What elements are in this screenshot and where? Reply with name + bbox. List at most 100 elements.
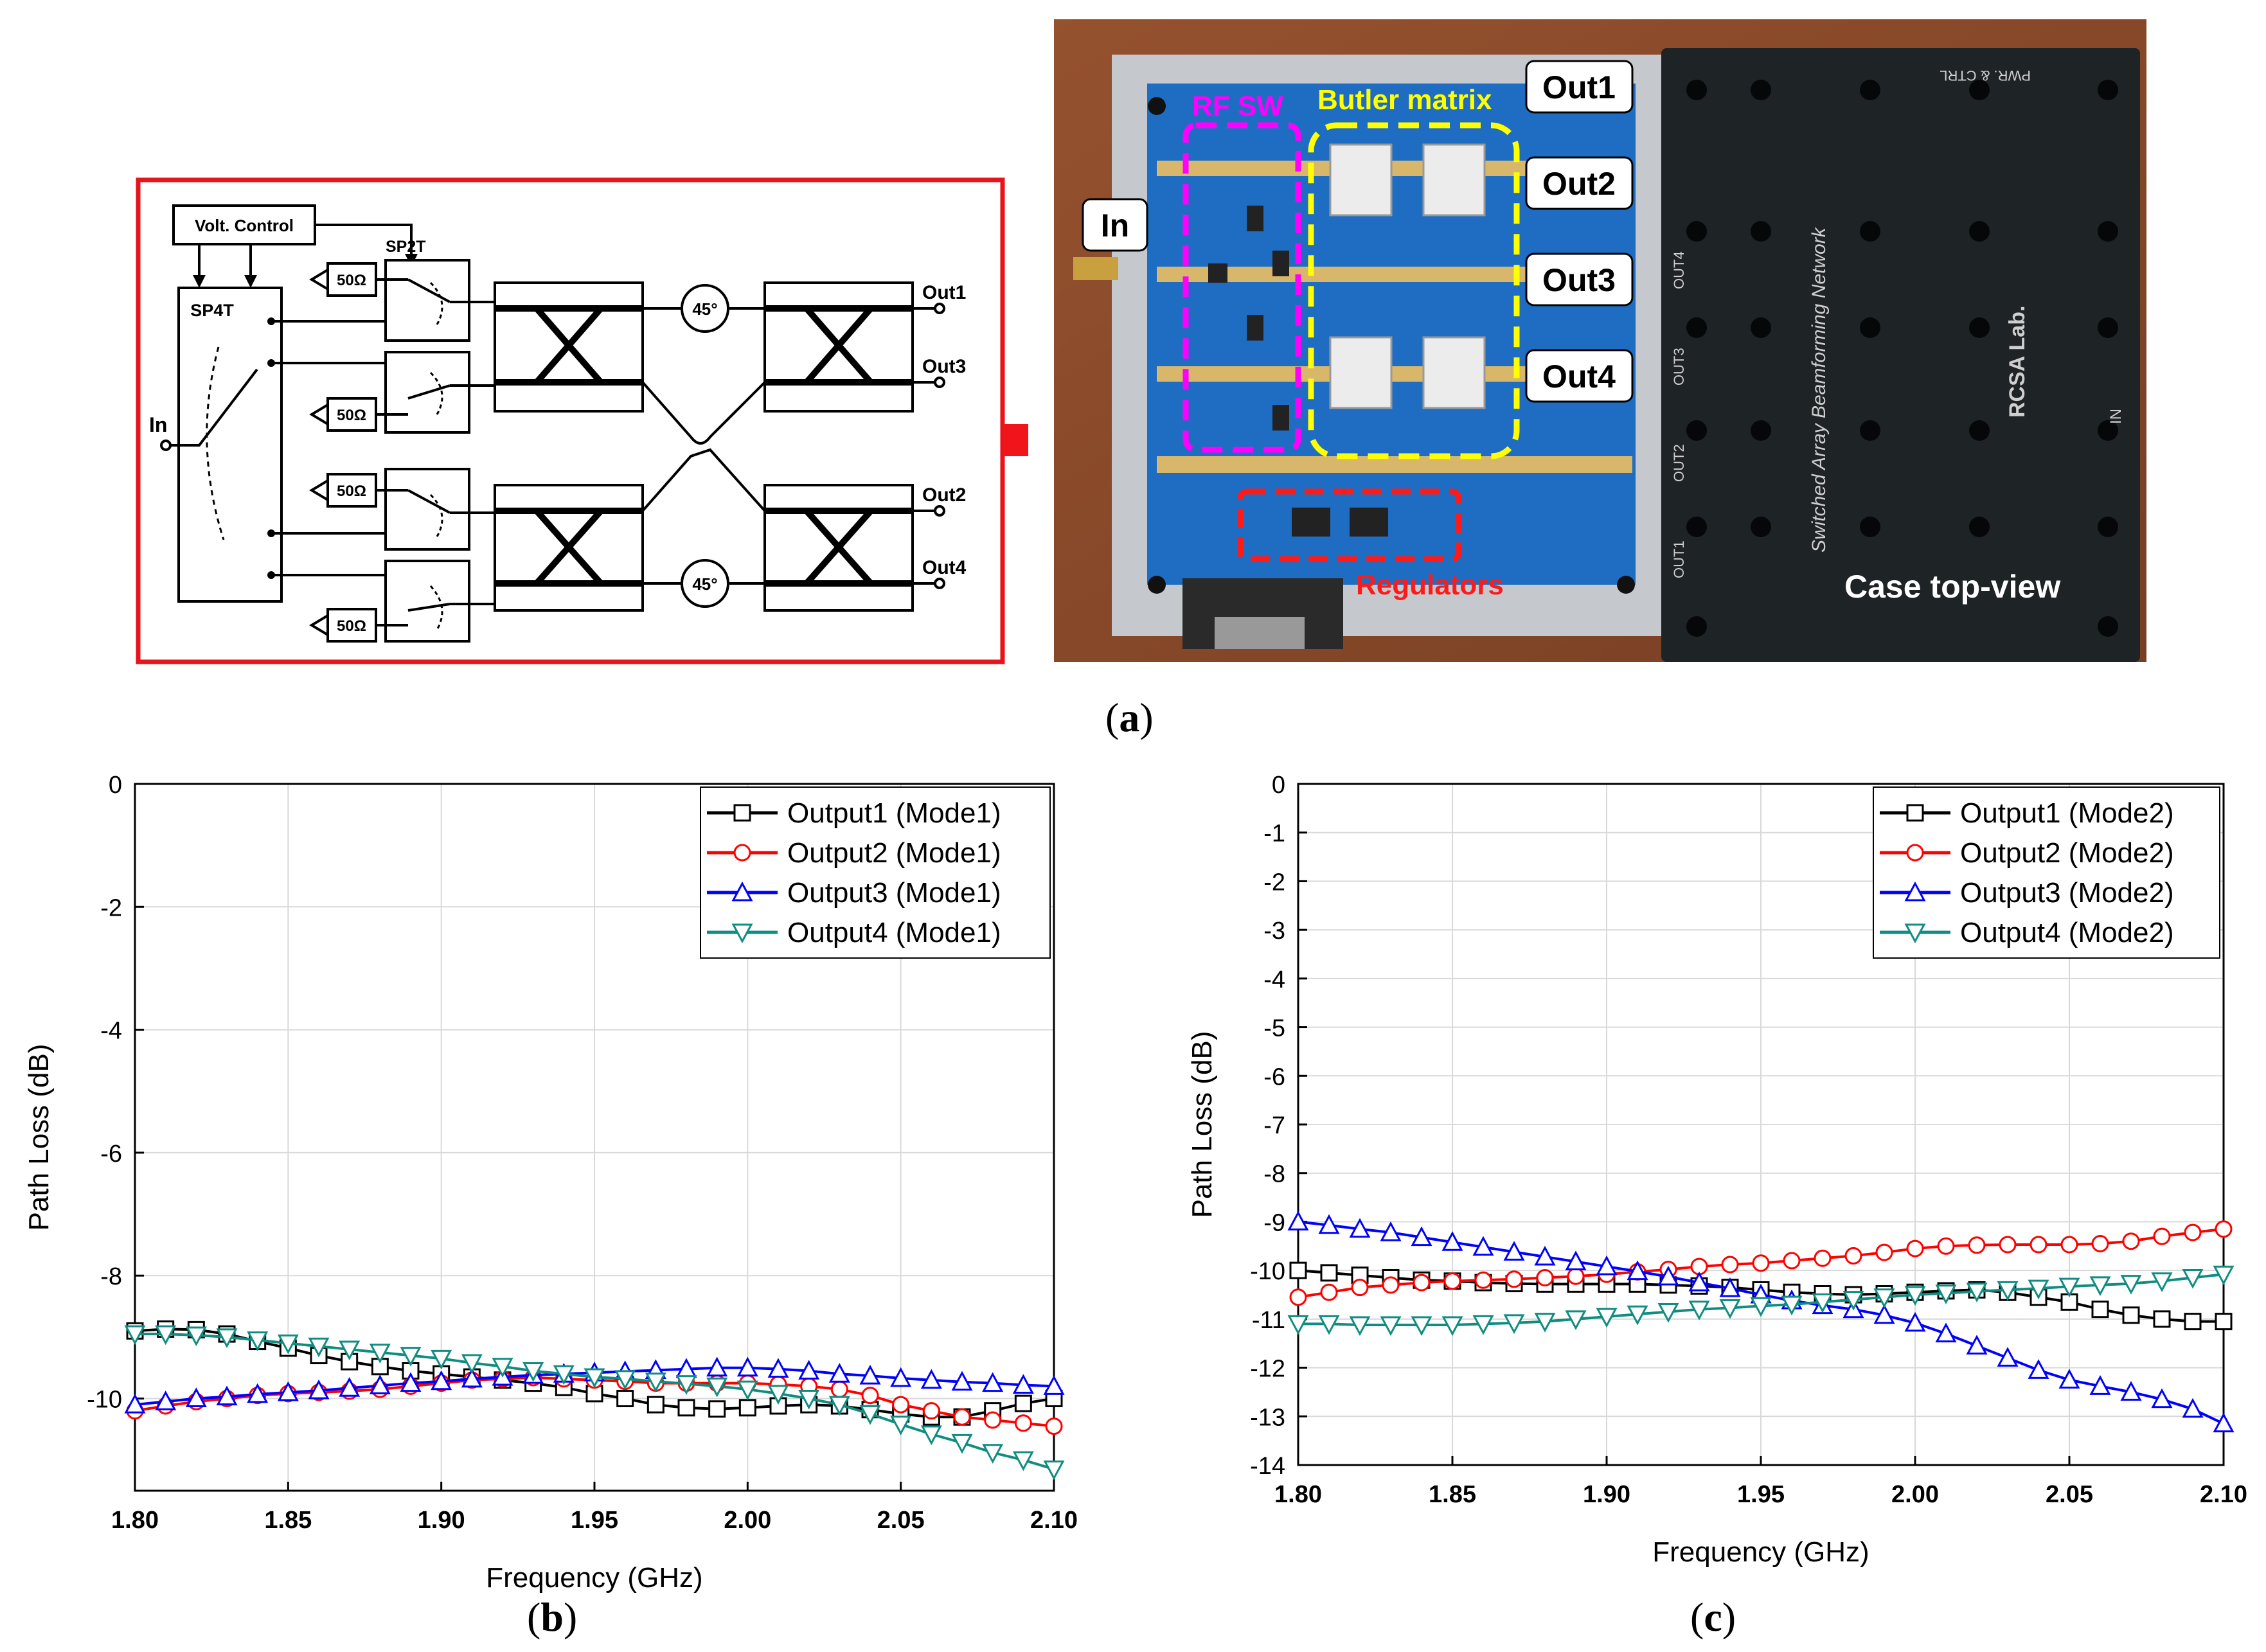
regulators-region <box>1237 488 1462 562</box>
data-point <box>1688 1301 1710 1320</box>
data-point <box>1657 1303 1679 1323</box>
y-tick-label: -4 <box>1263 966 1285 993</box>
data-point <box>828 1363 850 1383</box>
y-tick-label: -9 <box>1263 1209 1285 1236</box>
data-point <box>1351 1279 1369 1297</box>
chart-mode1: 1.80 1.85 1.90 1.95 2.00 2.05 2.10 0 -2 -4 -6 -8 -10… <box>23 772 1078 1594</box>
legend-label: Output3 (Mode2) <box>1960 877 2174 909</box>
panel-b-label: (b) <box>527 1594 578 1640</box>
data-point <box>1873 1288 1895 1308</box>
board-photo: RF SW Butler matrix Regulators In Out1 O… <box>1054 19 2146 662</box>
data-point <box>1657 1265 1679 1286</box>
y-axis-label: Path Loss (dB) <box>23 1044 55 1230</box>
y-tick-label: -10 <box>87 1387 122 1414</box>
data-point <box>1752 1254 1770 1272</box>
legend-label: Output2 (Mode2) <box>1960 837 2174 869</box>
x-tick-label: 2.10 <box>2200 1481 2247 1508</box>
data-point <box>2184 1313 2202 1331</box>
x-tick-label: 1.95 <box>1737 1481 1785 1508</box>
data-point <box>124 1393 146 1414</box>
data-point <box>2091 1235 2109 1252</box>
x-tick-label: 1.90 <box>418 1507 465 1534</box>
data-point <box>2028 1279 2049 1300</box>
legend-label: Output3 (Mode1) <box>787 877 1001 909</box>
data-point <box>1906 1239 1924 1257</box>
y-tick-label: -8 <box>1263 1161 1285 1188</box>
data-point <box>767 1385 789 1405</box>
legend-label: Output1 (Mode1) <box>787 797 1001 829</box>
y-tick-label: -7 <box>1263 1112 1285 1139</box>
data-point <box>645 1372 666 1392</box>
legend-marker <box>1906 804 1924 822</box>
legend-marker <box>731 881 753 901</box>
data-point <box>1012 1451 1034 1471</box>
data-point <box>1904 1311 1926 1332</box>
data-point <box>369 1374 391 1394</box>
data-point <box>738 1399 756 1417</box>
arrow-icon <box>1003 411 1028 469</box>
data-point <box>1318 1214 1340 1234</box>
input-label: In <box>149 413 167 436</box>
data-point <box>1287 1315 1309 1335</box>
series-2 <box>1289 1220 2233 1306</box>
x-tick-label: 1.90 <box>1583 1481 1630 1508</box>
data-point <box>1443 1272 1461 1290</box>
data-point <box>2151 1272 2173 1292</box>
data-point <box>1380 1316 1402 1337</box>
y-tick-label: 0 <box>109 772 122 799</box>
data-point <box>2091 1301 2109 1319</box>
y-tick-label: -1 <box>1263 821 1285 848</box>
termination-label: 50Ω <box>337 272 366 289</box>
data-point <box>1904 1286 1926 1306</box>
legend-label: Output2 (Mode1) <box>787 837 1001 869</box>
data-point <box>767 1358 789 1378</box>
plot-frame <box>134 783 1055 1492</box>
data-point <box>2089 1375 2111 1395</box>
data-point <box>953 1408 971 1426</box>
data-point <box>706 1356 728 1377</box>
data-point <box>1937 1237 1955 1255</box>
data-point <box>216 1328 238 1349</box>
case-port-label: OUT2 <box>1671 444 1687 482</box>
phase-shifter-bottom <box>681 559 729 608</box>
data-point <box>1349 1218 1371 1238</box>
data-point <box>2182 1398 2204 1418</box>
photo-out2-label: Out2 <box>1542 166 1616 202</box>
schematic-out2: Out2 <box>922 484 966 506</box>
x-axis-label: Frequency (GHz) <box>486 1562 702 1594</box>
data-point <box>1536 1269 1554 1286</box>
data-point <box>1997 1281 2019 1301</box>
data-point <box>890 1416 912 1435</box>
data-point <box>920 1425 942 1446</box>
y-tick-label: -13 <box>1250 1404 1285 1431</box>
data-point <box>1812 1293 1833 1313</box>
data-point <box>2058 1369 2080 1389</box>
data-point <box>1441 1316 1463 1337</box>
data-point <box>1472 1236 1494 1256</box>
data-point <box>736 1380 758 1401</box>
data-point <box>461 1354 483 1374</box>
data-point <box>1627 1305 1648 1326</box>
data-point <box>647 1396 665 1414</box>
y-tick-label: 0 <box>1272 772 1285 799</box>
data-point <box>1289 1261 1307 1279</box>
data-point <box>1045 1417 1063 1435</box>
data-point <box>2030 1236 2047 1254</box>
data-point <box>1411 1226 1432 1247</box>
case-in-label: IN <box>2107 409 2125 424</box>
phase-label: 45° <box>692 574 717 594</box>
data-point <box>1349 1316 1371 1337</box>
rf-sw-label: RF SW <box>1192 91 1283 122</box>
panel-a-label: (a) <box>1105 695 1154 740</box>
data-point <box>247 1383 269 1403</box>
data-point <box>1596 1255 1618 1275</box>
data-point <box>369 1344 391 1363</box>
data-point <box>277 1381 299 1401</box>
photo-in-label: In <box>1101 208 1129 244</box>
data-point <box>1382 1276 1400 1294</box>
data-point <box>2215 1313 2233 1331</box>
x-tick-label: 2.00 <box>724 1507 771 1534</box>
data-point <box>1351 1266 1369 1284</box>
x-tick-label: 2.10 <box>1030 1507 1078 1534</box>
data-point <box>920 1369 942 1389</box>
